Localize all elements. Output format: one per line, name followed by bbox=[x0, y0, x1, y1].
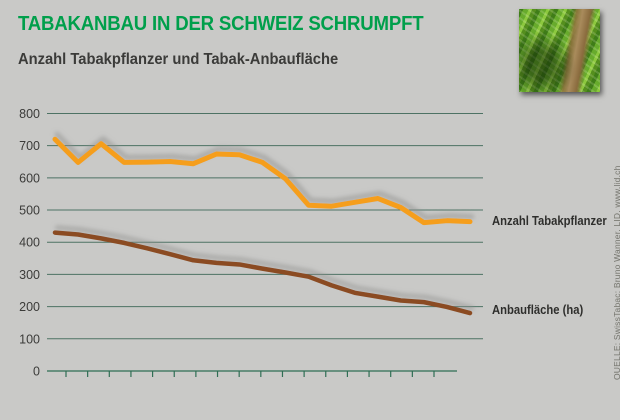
y-axis-label: 200 bbox=[19, 300, 40, 314]
y-axis-label: 500 bbox=[19, 204, 40, 218]
y-axis-label: 400 bbox=[19, 236, 40, 250]
page-title: TABAKANBAU IN DER SCHWEIZ SCHRUMPFT bbox=[18, 13, 424, 35]
y-axis-label: 300 bbox=[19, 268, 40, 282]
series-line-anbauflaeche bbox=[52, 230, 473, 316]
series-line-anzahl-tabakpflanzer bbox=[52, 136, 473, 226]
source-note: QUELLE: SwissTabac; Bruno Wanner, LID, w… bbox=[612, 165, 620, 380]
series-label-anzahl-tabakpflanzer: Anzahl Tabakpflanzer bbox=[492, 214, 607, 228]
y-axis-label: 0 bbox=[33, 365, 40, 379]
tobacco-field-photo bbox=[519, 9, 600, 92]
series-label-anbauflaeche: Anbaufläche (ha) bbox=[492, 303, 584, 317]
y-axis-label: 800 bbox=[19, 107, 40, 121]
y-axis-label: 100 bbox=[19, 332, 40, 346]
page-subtitle: Anzahl Tabakpflanzer und Tabak-Anbaufläc… bbox=[18, 51, 339, 68]
y-axis-label: 700 bbox=[19, 139, 40, 153]
y-axis-label: 600 bbox=[19, 171, 40, 185]
